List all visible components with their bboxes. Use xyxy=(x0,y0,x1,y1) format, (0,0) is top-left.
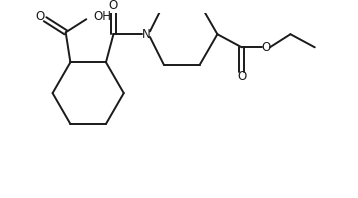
Text: O: O xyxy=(109,0,118,12)
Text: O: O xyxy=(237,70,246,83)
Text: OH: OH xyxy=(94,10,112,23)
Text: O: O xyxy=(261,41,271,54)
Text: N: N xyxy=(142,28,151,41)
Text: O: O xyxy=(36,10,45,23)
